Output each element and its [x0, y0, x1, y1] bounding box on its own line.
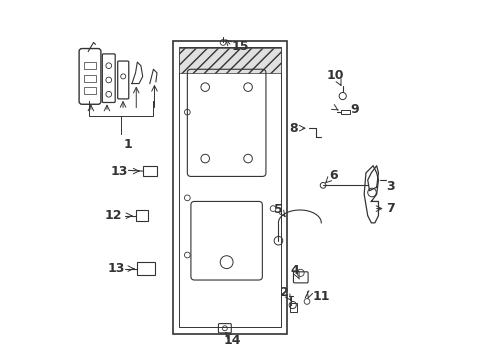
Text: 12: 12 — [104, 209, 122, 222]
Text: 15: 15 — [231, 40, 248, 53]
Bar — [137, 262, 155, 275]
Bar — [135, 210, 148, 221]
Bar — [340, 110, 349, 114]
Text: 13: 13 — [110, 165, 127, 177]
Text: 8: 8 — [289, 122, 298, 135]
Text: 7: 7 — [386, 202, 394, 215]
Bar — [290, 303, 297, 312]
Text: 10: 10 — [326, 69, 343, 82]
Text: 11: 11 — [312, 289, 329, 303]
Text: 6: 6 — [328, 169, 337, 182]
Text: 1: 1 — [124, 138, 133, 151]
Bar — [83, 87, 96, 94]
Text: 9: 9 — [349, 103, 358, 116]
Text: 14: 14 — [223, 333, 240, 347]
Bar — [83, 75, 96, 82]
Bar — [83, 62, 96, 69]
Text: 3: 3 — [385, 180, 394, 193]
Text: 5: 5 — [273, 203, 282, 216]
Bar — [179, 48, 281, 73]
Text: 2: 2 — [280, 286, 288, 299]
Text: 4: 4 — [290, 264, 299, 276]
Text: 13: 13 — [107, 262, 124, 275]
Bar — [142, 166, 157, 176]
